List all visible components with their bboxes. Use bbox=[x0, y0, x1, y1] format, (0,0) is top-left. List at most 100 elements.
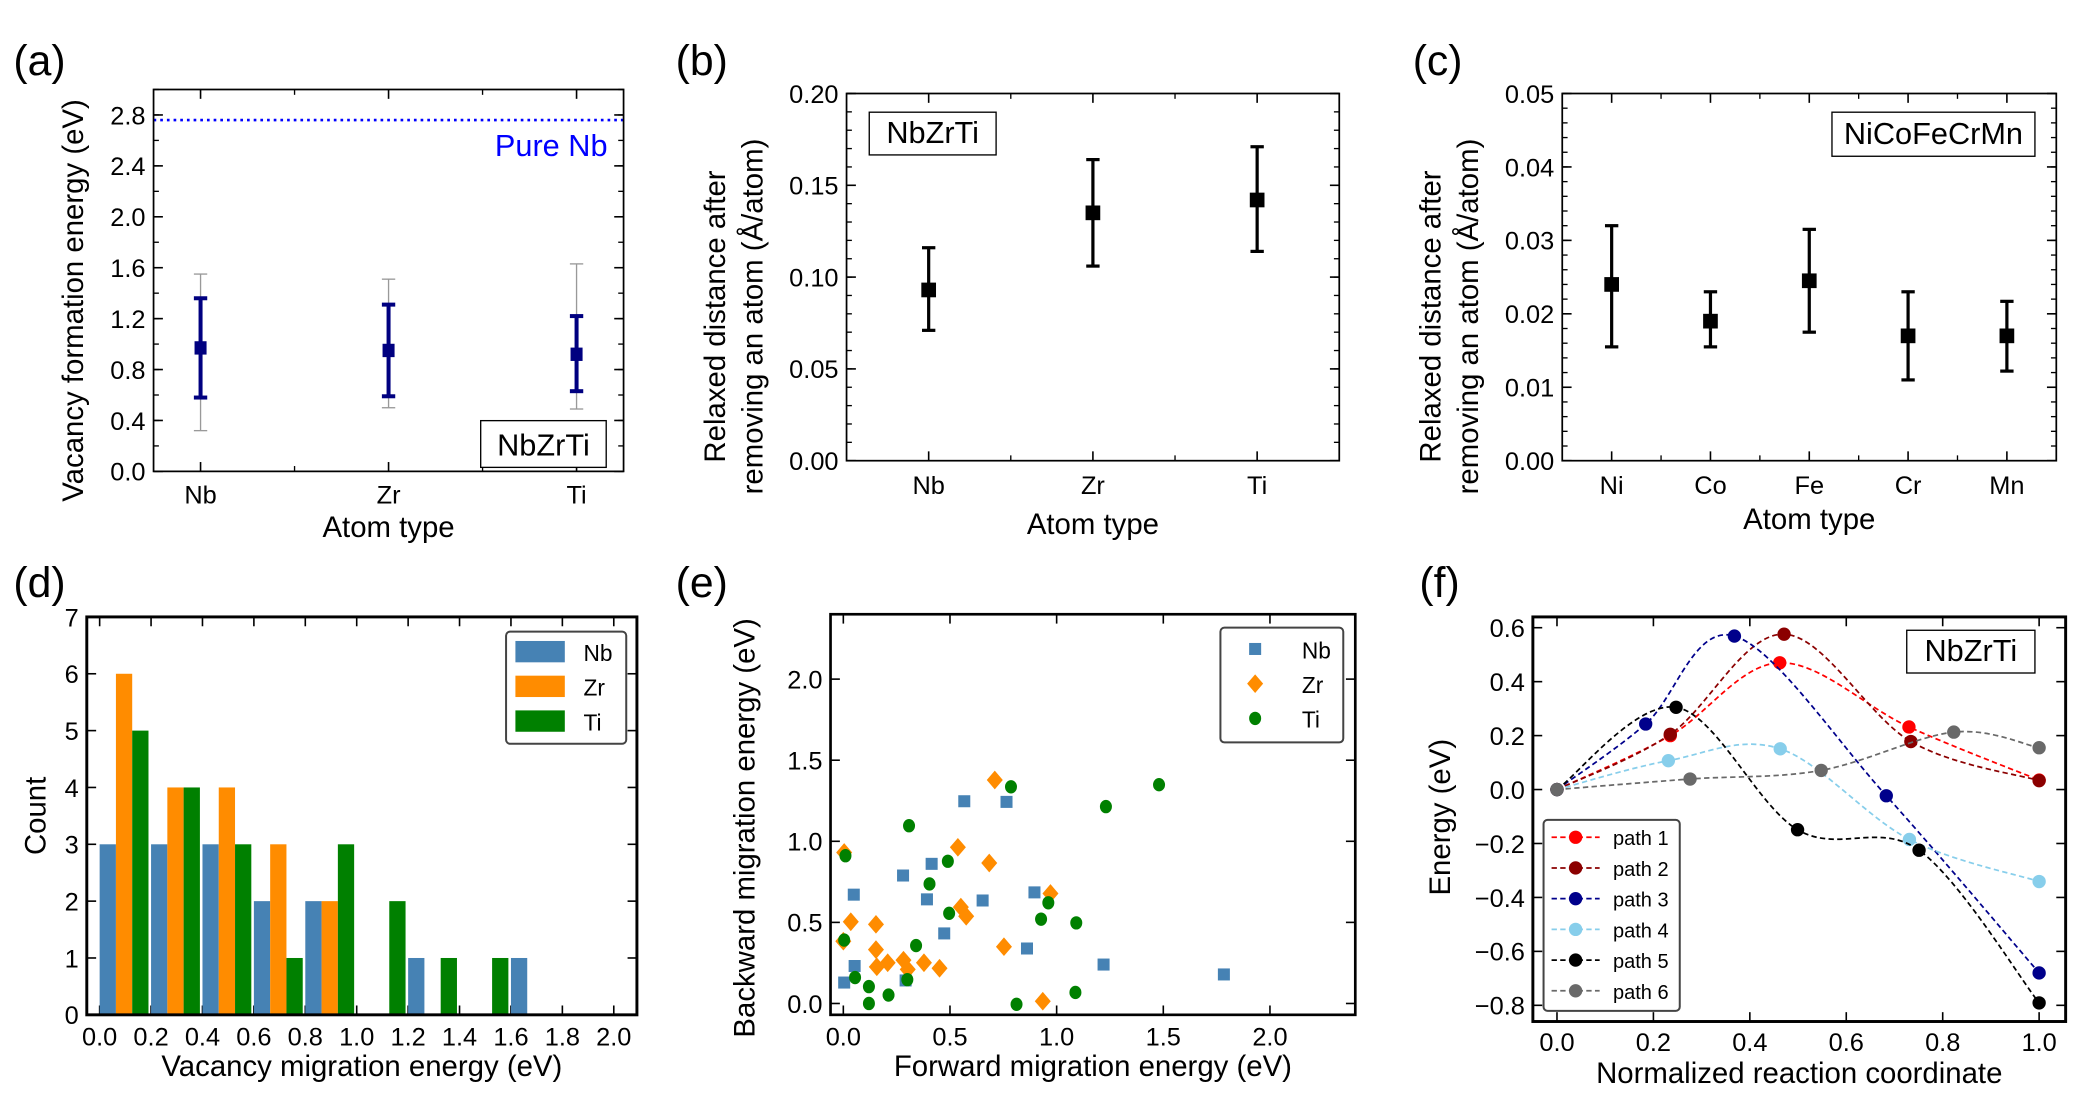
y-tick-label: 2.4 bbox=[110, 153, 145, 181]
legend-marker bbox=[1568, 861, 1583, 875]
y-tick-label: 2.8 bbox=[110, 102, 145, 130]
bar-nb bbox=[99, 844, 116, 1015]
axes-frame bbox=[1531, 615, 2068, 1023]
point-zr bbox=[867, 914, 884, 934]
data-point-path-2 bbox=[1663, 727, 1677, 741]
y-tick-label: 0.20 bbox=[789, 81, 838, 109]
legend-label: Zr bbox=[1302, 672, 1324, 698]
bar-nb bbox=[253, 901, 271, 1015]
bar-ti bbox=[132, 730, 149, 1015]
x-axis-label: Normalized reaction coordinate bbox=[1596, 1057, 2002, 1090]
y-tick-label: 0.03 bbox=[1505, 228, 1554, 256]
x-tick-label: 1.6 bbox=[493, 1024, 528, 1052]
series-line-path-3 bbox=[1556, 633, 2040, 974]
x-tick-label: 1.0 bbox=[339, 1024, 374, 1052]
point-nb bbox=[938, 927, 951, 940]
annotation-box bbox=[480, 419, 607, 469]
data-point-path-1 bbox=[1773, 656, 1787, 670]
point-zr bbox=[931, 958, 948, 978]
bar-nb bbox=[408, 957, 425, 1015]
plot-area bbox=[99, 673, 528, 1015]
bar-zr bbox=[218, 787, 236, 1015]
point-ti bbox=[943, 906, 956, 920]
x-tick-label: 0.2 bbox=[1636, 1029, 1671, 1057]
data-point-path-6 bbox=[1683, 772, 1697, 786]
y-tick-label: 0.10 bbox=[789, 264, 838, 292]
y-tick-label: 0.01 bbox=[1505, 375, 1554, 403]
data-point-path-5 bbox=[1790, 823, 1805, 837]
x-tick-label: Zr bbox=[377, 481, 401, 509]
axes-frame bbox=[152, 88, 625, 473]
data-point-path-4 bbox=[1773, 742, 1787, 756]
x-tick-label: 1.4 bbox=[442, 1024, 477, 1052]
y-tick-label: 4 bbox=[65, 775, 79, 803]
data-point bbox=[1801, 273, 1817, 289]
x-tick-label: 0.8 bbox=[1925, 1029, 1960, 1057]
legend-label: path 6 bbox=[1613, 982, 1669, 1004]
point-nb bbox=[925, 857, 938, 870]
panel-label: (b) bbox=[676, 37, 728, 85]
series-line-path-1 bbox=[1556, 661, 2040, 791]
y-tick-label: 0.05 bbox=[789, 356, 838, 384]
point-ti bbox=[1099, 799, 1112, 814]
point-nb bbox=[1000, 795, 1013, 808]
legend-label: Ti bbox=[1302, 707, 1320, 733]
point-ti bbox=[1069, 985, 1082, 1000]
y-axis-label: Energy (eV) bbox=[1424, 739, 1457, 896]
y-tick-label: 6 bbox=[65, 661, 79, 689]
y-tick-label: 0.0 bbox=[1490, 777, 1525, 805]
x-axis-label: Atom type bbox=[322, 511, 454, 544]
bar-ti bbox=[337, 844, 355, 1015]
data-point-path-4 bbox=[2032, 874, 2046, 889]
x-tick-label: Cr bbox=[1895, 472, 1922, 500]
point-nb bbox=[1217, 968, 1230, 981]
data-point-path-4 bbox=[1661, 754, 1676, 768]
legend-marker bbox=[1249, 642, 1262, 655]
legend-marker bbox=[1568, 922, 1583, 937]
point-ti bbox=[1010, 997, 1023, 1011]
point-ti bbox=[862, 996, 875, 1011]
point-ti bbox=[941, 854, 954, 868]
point-ti bbox=[910, 938, 923, 953]
bar-ti bbox=[286, 957, 303, 1015]
bar-zr bbox=[270, 844, 287, 1015]
point-zr bbox=[867, 940, 884, 959]
x-tick-label: Ni bbox=[1600, 472, 1624, 500]
y-axis-label: Relaxed distance after bbox=[1415, 170, 1448, 462]
point-nb bbox=[847, 888, 860, 901]
x-tick-label: Ti bbox=[566, 481, 586, 509]
data-point-path-2 bbox=[1777, 627, 1791, 641]
point-ti bbox=[1004, 780, 1018, 794]
data-point-path-2 bbox=[2032, 773, 2046, 788]
x-tick-label: 0.6 bbox=[236, 1024, 271, 1052]
data-point bbox=[921, 282, 937, 298]
bar-nb bbox=[305, 901, 322, 1015]
data-point-path-3 bbox=[1639, 717, 1653, 731]
bar-ti bbox=[235, 844, 252, 1015]
y-tick-label: 0.00 bbox=[1505, 448, 1554, 476]
legend-swatch bbox=[515, 640, 565, 663]
point-zr bbox=[995, 937, 1012, 957]
bar-nb bbox=[510, 957, 528, 1015]
annotation-label: NbZrTi bbox=[1925, 633, 2018, 668]
legend-marker bbox=[1568, 984, 1583, 998]
y-tick-label: 0.4 bbox=[110, 408, 145, 436]
point-nb bbox=[848, 960, 861, 973]
data-point bbox=[1604, 277, 1619, 292]
point-zr bbox=[1034, 991, 1051, 1011]
x-tick-label: Ti bbox=[1247, 472, 1267, 500]
point-ti bbox=[1035, 912, 1048, 926]
x-tick-label: 1.5 bbox=[1146, 1024, 1181, 1052]
data-point-path-3 bbox=[1727, 629, 1742, 643]
data-point-path-5 bbox=[1669, 700, 1683, 714]
y-axis-label: Vacancy formation energy (eV) bbox=[57, 99, 90, 502]
panel-label: (d) bbox=[13, 559, 65, 607]
x-tick-label: 0.5 bbox=[932, 1024, 967, 1052]
y-tick-label: 0.04 bbox=[1505, 154, 1554, 182]
point-zr bbox=[958, 906, 975, 926]
annotation-box bbox=[868, 111, 997, 156]
point-nb bbox=[838, 976, 851, 989]
y-tick-label: 0.6 bbox=[1490, 615, 1525, 643]
y-tick-label: 0.15 bbox=[789, 173, 838, 201]
